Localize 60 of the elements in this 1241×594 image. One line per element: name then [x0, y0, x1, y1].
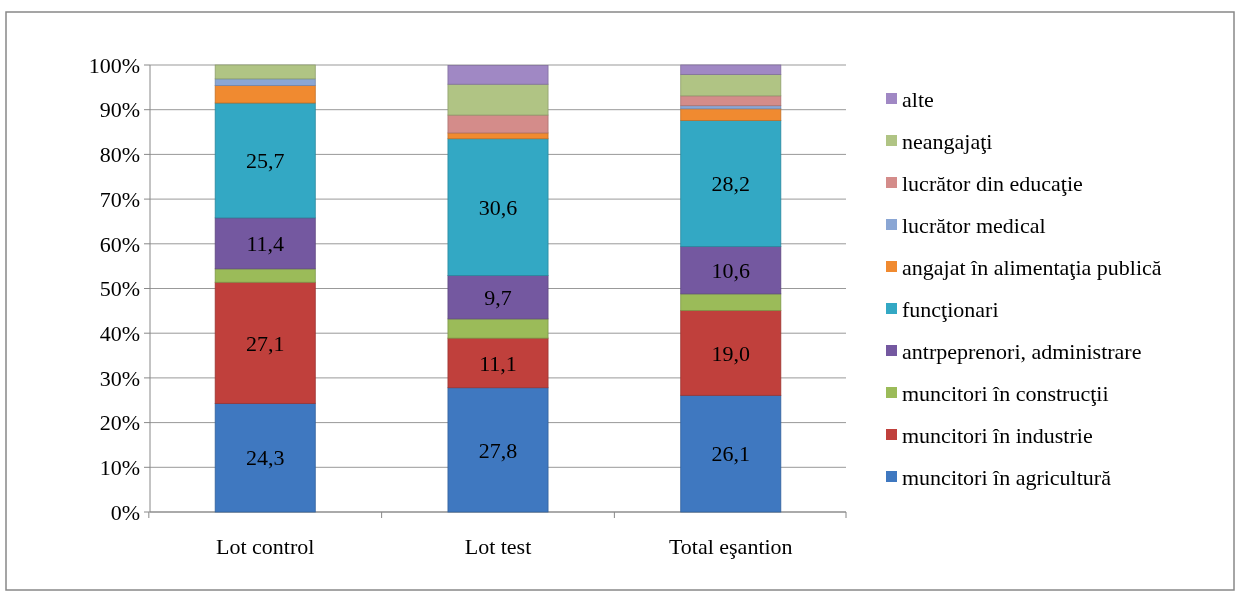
y-tick-label: 40% [99, 320, 140, 346]
bar [447, 83, 549, 116]
y-tick-label: 80% [99, 142, 140, 168]
bar [447, 65, 549, 85]
bar [680, 293, 782, 311]
y-tick-label: 10% [99, 455, 140, 480]
data-label: 24,3 [245, 445, 285, 471]
legend-label: funcţionari [902, 296, 999, 322]
y-tick-label: 30% [99, 365, 140, 391]
y-tick-label: 100% [88, 52, 140, 78]
data-label: 26,1 [711, 441, 751, 467]
bar [447, 114, 549, 134]
bar [680, 310, 782, 396]
x-tick-label: Total eşantion [668, 534, 793, 559]
data-label: 11,4 [246, 231, 285, 257]
legend-label: muncitori în agricultură [902, 464, 1112, 490]
legend-label: alte [902, 86, 934, 112]
bar [680, 394, 782, 513]
bar [214, 85, 316, 104]
bar [447, 387, 549, 513]
bar [447, 275, 549, 320]
bar [680, 73, 782, 97]
x-tick-label: Lot control [216, 534, 315, 559]
bar [680, 95, 782, 107]
bar [214, 64, 316, 80]
data-label: 19,0 [711, 340, 751, 366]
bar [680, 246, 782, 295]
bar [680, 120, 782, 247]
legend-label: neangajaţi [902, 128, 993, 154]
y-tick-label: 50% [99, 276, 140, 302]
bar [680, 64, 782, 75]
bar [214, 268, 316, 283]
y-tick-label: 60% [99, 231, 140, 257]
data-label: 11,1 [479, 350, 517, 376]
y-tick-label: 70% [99, 186, 140, 212]
y-tick-label: 90% [99, 97, 140, 123]
legend-label: lucrător medical [902, 212, 1046, 238]
legend-label: lucrător din educaţie [902, 170, 1083, 196]
bar [680, 108, 782, 121]
data-label: 30,6 [478, 194, 518, 220]
bar [447, 138, 549, 276]
y-tick-label: 20% [99, 410, 140, 436]
legend-label: muncitori în industrie [902, 422, 1093, 448]
bar [214, 102, 316, 219]
data-label: 9,7 [484, 284, 512, 310]
x-tick-label: Lot test [464, 534, 532, 559]
data-label: 27,1 [245, 330, 285, 356]
data-label: 25,7 [245, 148, 285, 174]
y-tick-label: 0% [110, 499, 140, 525]
bar [214, 402, 316, 513]
bar [214, 217, 316, 270]
data-label: 27,8 [478, 437, 518, 463]
data-label: 28,2 [711, 171, 751, 197]
legend-label: muncitori în construcţii [902, 380, 1109, 406]
bar [214, 281, 316, 404]
bar [447, 337, 549, 389]
legend-label: antrpeprenori, administrare [902, 338, 1142, 364]
data-label: 10,6 [711, 257, 751, 283]
bar [447, 318, 549, 339]
legend-label: angajat în alimentaţia publică [902, 254, 1162, 280]
